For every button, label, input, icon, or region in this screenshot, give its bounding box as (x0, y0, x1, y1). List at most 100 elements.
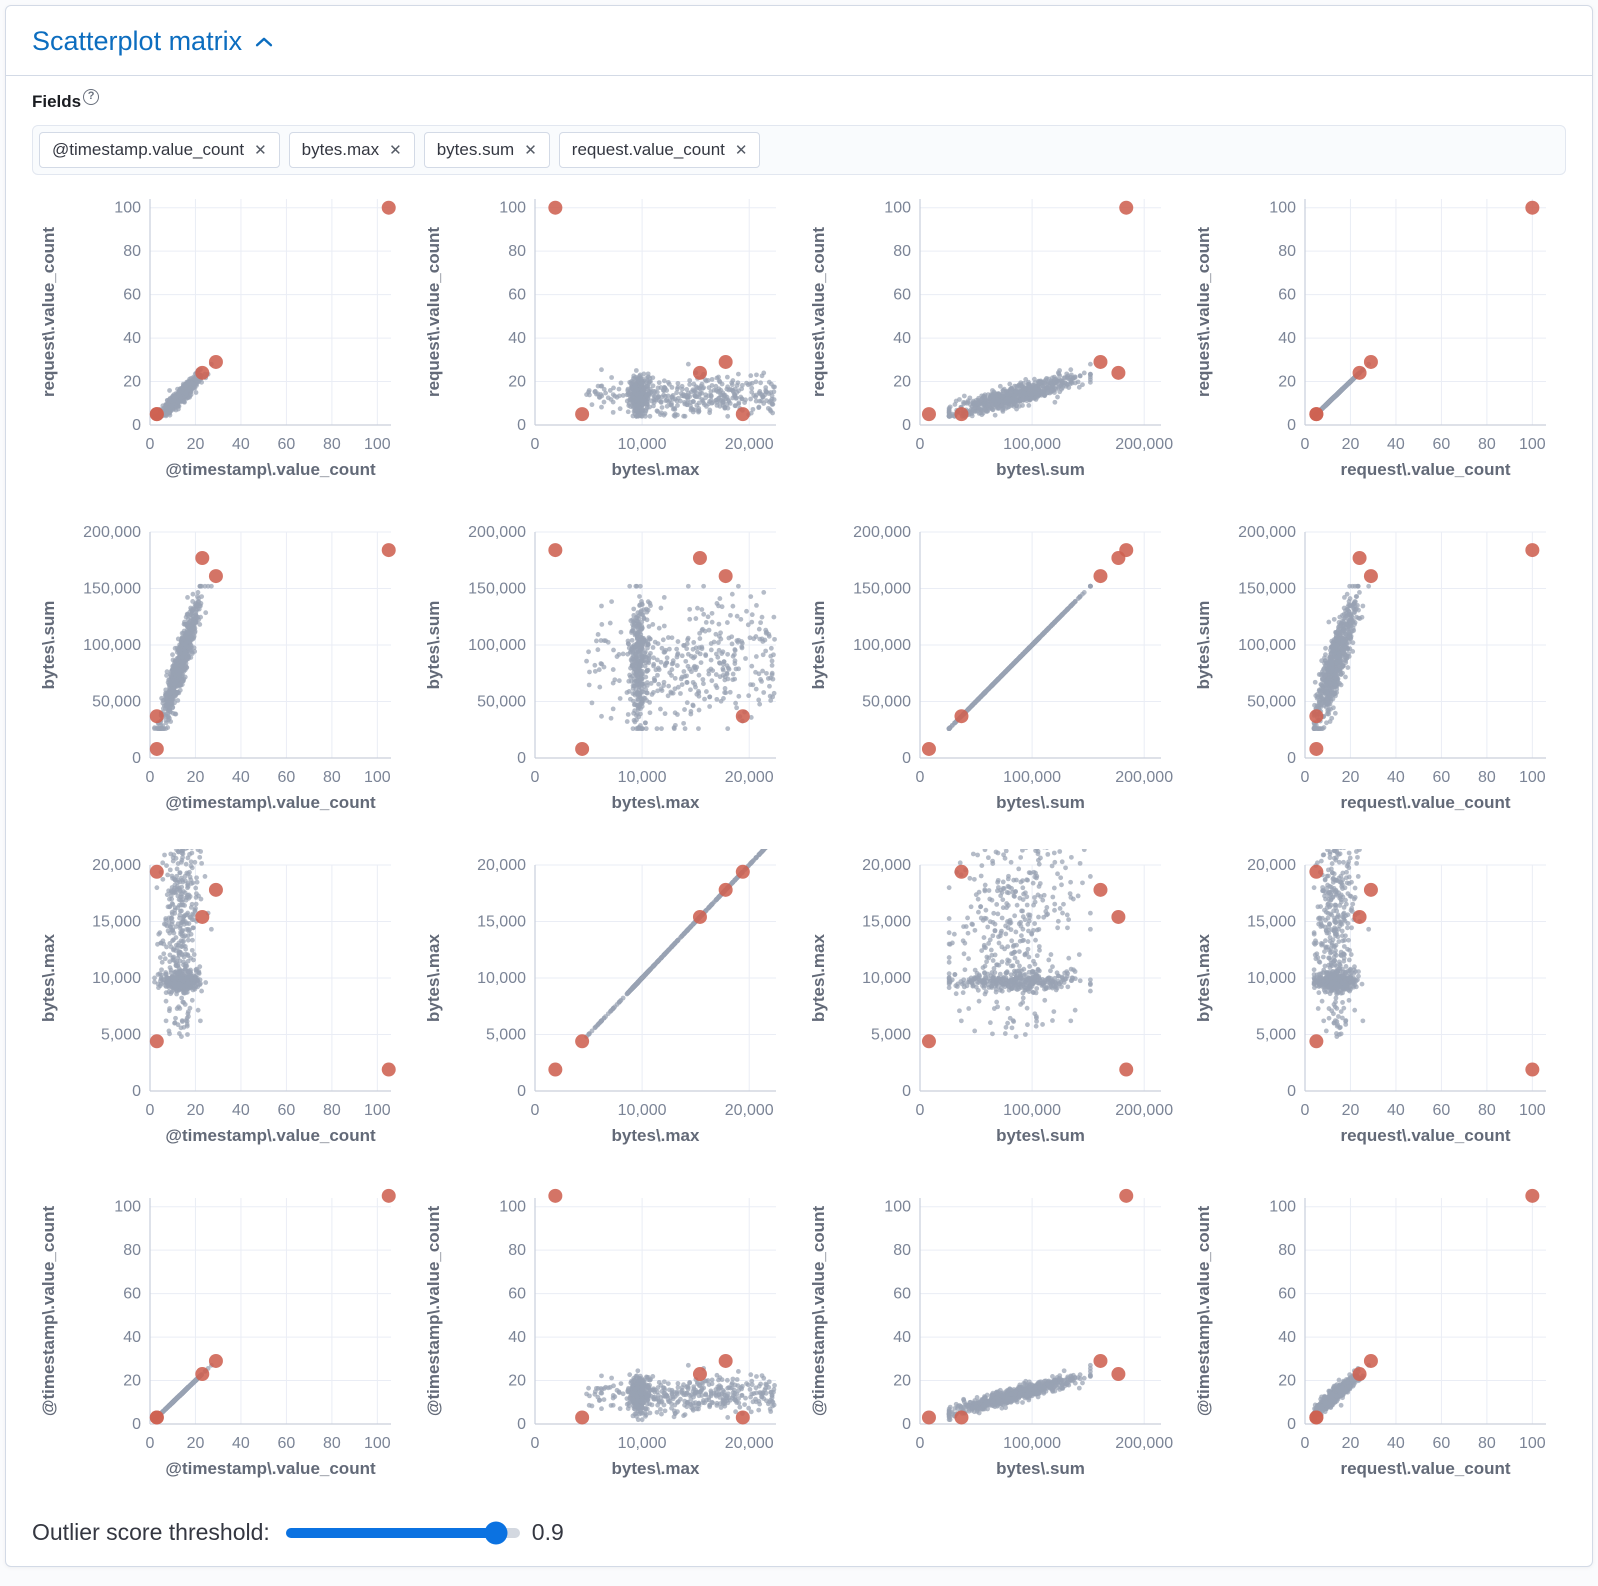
scatterplot-r-vs-t: 0 20 40 60 80 100 0 20 40 60 80 100 @timestamp\.valu… (28, 183, 413, 516)
svg-text:200,000: 200,000 (1115, 436, 1173, 453)
svg-text:0: 0 (902, 417, 911, 434)
remove-field-icon[interactable]: ✕ (254, 141, 267, 159)
field-chip[interactable]: request.value_count ✕ (558, 132, 761, 168)
remove-field-icon[interactable]: ✕ (734, 141, 748, 159)
svg-text:0: 0 (132, 750, 141, 767)
scatterplot-r-vs-bsum: 0 100,000 200,000 0 20 40 60 80 100 bytes\.sum req… (798, 183, 1183, 516)
svg-text:0: 0 (517, 750, 526, 767)
svg-text:80: 80 (1478, 436, 1496, 453)
svg-text:bytes\.sum: bytes\.sum (996, 793, 1085, 812)
scatterplot-matrix-accordion-toggle[interactable]: Scatterplot matrix (32, 26, 274, 57)
svg-text:0: 0 (1301, 436, 1310, 453)
scatterplot-t-vs-bmax: 0 10,000 20,000 0 20 40 60 80 100 bytes\.max @time… (413, 1182, 798, 1515)
scatterplot-bsum-vs-bsum: 0 100,000 200,000 0 50,000 100,000 150,000 200,… (798, 516, 1183, 849)
field-chip[interactable]: @timestamp.value_count ✕ (39, 132, 280, 168)
fields-label: Fields (32, 92, 82, 111)
svg-text:20: 20 (508, 374, 526, 391)
svg-text:request\.value_count: request\.value_count (1194, 227, 1213, 397)
svg-text:100: 100 (884, 200, 911, 217)
svg-text:60: 60 (1433, 436, 1451, 453)
svg-text:200,000: 200,000 (853, 524, 911, 541)
scatterplot-matrix-panel: Scatterplot matrix Fields ? @timestamp.v… (5, 5, 1593, 1567)
fields-section: Fields ? @timestamp.value_count ✕ bytes.ma… (6, 76, 1592, 177)
page-title: Scatterplot matrix (32, 26, 243, 56)
field-chip-label: @timestamp.value_count (52, 140, 245, 159)
svg-text:60: 60 (893, 287, 911, 304)
outlier-threshold-row: Outlier score threshold: 0.9 (6, 1515, 1592, 1566)
svg-text:bytes\.max: bytes\.max (612, 793, 700, 812)
outlier-threshold-label: Outlier score threshold: (32, 1519, 270, 1545)
svg-text:0: 0 (902, 750, 911, 767)
svg-text:0: 0 (531, 769, 540, 786)
fields-combobox[interactable]: @timestamp.value_count ✕ bytes.max ✕ bytes.s… (32, 125, 1566, 175)
scatterplot-bsum-vs-t: 0 20 40 60 80 100 0 50,000 100,000 150,000 200,000… (28, 516, 413, 849)
scatterplot-bmax-vs-bmax: 0 10,000 20,000 0 5,000 10,000 15,000 20,000 byt… (413, 835, 798, 1182)
scatterplot-bmax-vs-r: 0 20 40 60 80 100 0 5,000 10,000 15,000 20,000 requ… (1183, 835, 1568, 1182)
svg-text:20: 20 (187, 769, 205, 786)
svg-text:100,000: 100,000 (1003, 436, 1061, 453)
slider-thumb[interactable] (484, 1521, 508, 1544)
svg-text:40: 40 (232, 436, 250, 453)
svg-text:60: 60 (508, 287, 526, 304)
svg-text:100: 100 (364, 769, 391, 786)
field-chip-label: bytes.sum (436, 140, 515, 159)
svg-text:40: 40 (1278, 330, 1296, 347)
svg-text:request\.value_count: request\.value_count (1340, 460, 1510, 479)
svg-text:0: 0 (517, 417, 526, 434)
field-chip-label: bytes.max (301, 140, 380, 159)
help-icon[interactable]: ? (83, 89, 100, 105)
svg-text:@timestamp\.value_count: @timestamp\.value_count (165, 460, 376, 479)
svg-text:80: 80 (323, 436, 341, 453)
svg-text:0: 0 (916, 436, 925, 453)
scatterplot-t-vs-r: 0 20 40 60 80 100 0 20 40 60 80 100 request\.value_c… (1183, 1182, 1568, 1515)
scatterplot-bsum-vs-bmax: 0 10,000 20,000 0 50,000 100,000 150,000 200,00… (413, 516, 798, 849)
svg-text:50,000: 50,000 (92, 694, 141, 711)
svg-text:100: 100 (114, 200, 141, 217)
svg-text:40: 40 (1387, 436, 1405, 453)
field-chip[interactable]: bytes.sum ✕ (423, 132, 550, 168)
svg-text:80: 80 (123, 243, 141, 260)
scatterplot-r-vs-r: 0 20 40 60 80 100 0 20 40 60 80 100 request\.value_c… (1183, 183, 1568, 516)
panel-header: Scatterplot matrix (6, 6, 1592, 75)
field-chip-label: request.value_count (571, 140, 725, 159)
remove-field-icon[interactable]: ✕ (389, 141, 402, 159)
svg-text:20: 20 (187, 436, 205, 453)
svg-text:0: 0 (916, 769, 925, 786)
svg-text:10,000: 10,000 (618, 769, 667, 786)
svg-text:200,000: 200,000 (468, 524, 526, 541)
scatterplot-r-vs-bmax: 0 10,000 20,000 0 20 40 60 80 100 bytes\.max reque… (413, 183, 798, 516)
field-chip[interactable]: bytes.max ✕ (288, 132, 415, 168)
svg-text:80: 80 (323, 769, 341, 786)
svg-text:200,000: 200,000 (1115, 769, 1173, 786)
svg-text:60: 60 (278, 769, 296, 786)
svg-text:80: 80 (893, 243, 911, 260)
svg-text:20: 20 (123, 374, 141, 391)
remove-field-icon[interactable]: ✕ (524, 141, 537, 159)
scatterplot-bsum-vs-r: 0 20 40 60 80 100 0 50,000 100,000 150,000 200,000… (1183, 516, 1568, 849)
svg-text:60: 60 (123, 287, 141, 304)
svg-text:40: 40 (893, 330, 911, 347)
svg-text:20,000: 20,000 (725, 769, 774, 786)
svg-text:0: 0 (146, 769, 155, 786)
svg-text:0: 0 (1287, 417, 1296, 434)
svg-text:request\.value_count: request\.value_count (809, 227, 828, 397)
outlier-threshold-slider[interactable] (285, 1521, 520, 1545)
svg-text:150,000: 150,000 (468, 581, 526, 598)
svg-text:40: 40 (508, 330, 526, 347)
svg-text:bytes\.sum: bytes\.sum (809, 601, 828, 690)
svg-text:100,000: 100,000 (468, 637, 526, 654)
svg-text:0: 0 (146, 436, 155, 453)
svg-text:100,000: 100,000 (853, 637, 911, 654)
svg-text:20: 20 (893, 374, 911, 391)
svg-text:100: 100 (364, 436, 391, 453)
svg-text:40: 40 (232, 769, 250, 786)
svg-text:20: 20 (1278, 374, 1296, 391)
svg-text:60: 60 (278, 436, 296, 453)
slider-fill (285, 1527, 497, 1538)
outlier-threshold-value: 0.9 (531, 1519, 564, 1545)
svg-text:20: 20 (1342, 436, 1360, 453)
svg-text:10,000: 10,000 (618, 436, 667, 453)
slider-track[interactable] (285, 1521, 520, 1544)
scatterplot-bmax-vs-t: 0 20 40 60 80 100 0 5,000 10,000 15,000 20,000 @tim… (28, 835, 413, 1182)
svg-text:100,000: 100,000 (1003, 769, 1061, 786)
